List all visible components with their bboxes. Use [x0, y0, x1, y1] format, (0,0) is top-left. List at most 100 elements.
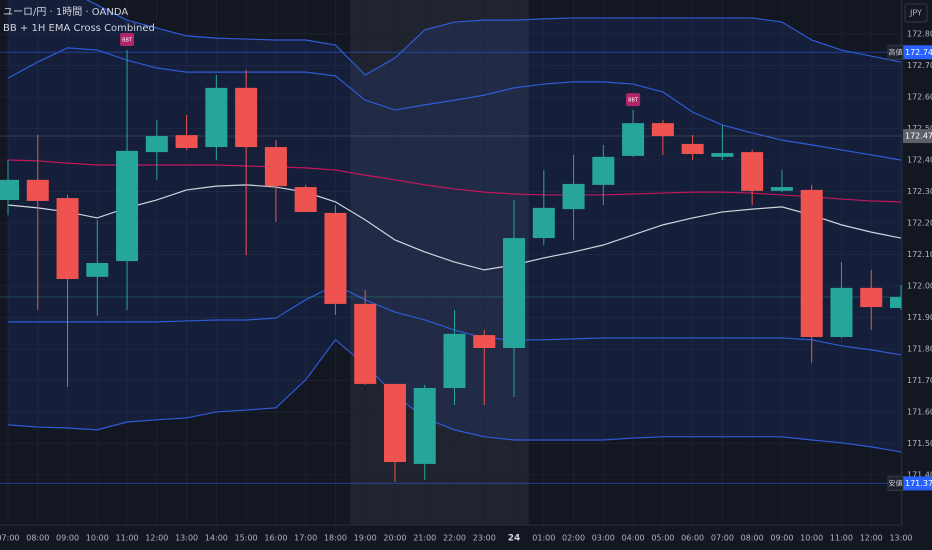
x-tick-label: 08:00: [741, 534, 764, 543]
x-tick-label: 06:00: [681, 534, 704, 543]
candle-body: [622, 123, 645, 156]
candle-body: [741, 152, 764, 191]
band-fill: [8, 0, 901, 452]
x-tick-label: 09:00: [56, 534, 79, 543]
candle-body: [175, 135, 198, 149]
y-tick-label: 172.80: [907, 30, 932, 39]
price-label: 172.476: [905, 132, 932, 141]
candle-body: [592, 156, 615, 185]
x-tick-label: 20:00: [383, 534, 406, 543]
x-tick-label: 11:00: [116, 534, 139, 543]
indicator-line: [7, 184, 902, 271]
candle-body: [294, 187, 317, 212]
x-tick-label: 12:00: [145, 534, 168, 543]
x-tick-label: 23:00: [473, 534, 496, 543]
x-tick-label: 21:00: [413, 534, 436, 543]
currency[interactable]: JPY: [909, 9, 922, 18]
candle-body: [800, 189, 823, 337]
candle-body: [503, 238, 526, 349]
price-tag-box: [887, 44, 904, 60]
y-tick-label: 172.70: [907, 61, 932, 70]
y-tick-label: 172.50: [907, 124, 932, 133]
x-tick-label: 17:00: [294, 534, 317, 543]
candle-body: [532, 207, 555, 239]
signal-marker: [626, 93, 641, 107]
candle-body: [264, 147, 287, 187]
x-tick-label: 11:00: [830, 534, 853, 543]
x-tick-label: 07:00: [0, 534, 20, 543]
candle-body: [145, 136, 168, 153]
y-tick-label: 172.60: [907, 93, 932, 102]
x-tick-label: 14:00: [205, 534, 228, 543]
signal-label: BBT: [628, 98, 639, 104]
x-tick-label: 13:00: [889, 534, 912, 543]
session-shade: [350, 0, 529, 525]
candle-body: [830, 287, 853, 337]
candle-body: [324, 212, 347, 304]
x-tick-label: 03:00: [592, 534, 615, 543]
candle-body: [235, 87, 258, 148]
y-tick-label: 171.60: [907, 407, 932, 416]
time-axis: [0, 525, 932, 550]
candle-body: [0, 179, 19, 200]
price-tag: 安値: [889, 478, 903, 487]
x-tick-label: 15:00: [235, 534, 258, 543]
x-tick-label: 24: [508, 534, 521, 544]
indicator-line: [7, 47, 902, 161]
candle-body: [770, 187, 793, 191]
y-tick-label: 171.90: [907, 313, 932, 322]
x-tick-label: 10:00: [800, 534, 823, 543]
x-tick-label: 10:00: [86, 534, 109, 543]
axes: 172.80 172.70 172.60 172.50 172.40 172.30 172.…: [0, 30, 932, 544]
price-axis: [902, 0, 932, 550]
candle-body: [711, 153, 734, 157]
candle-body: [562, 183, 585, 210]
candle-body: [681, 143, 704, 155]
price-label-box: [903, 476, 932, 491]
candle-body: [205, 87, 228, 148]
candle-body: [56, 198, 79, 280]
x-tick-label: 07:00: [711, 534, 734, 543]
y-tick-label: 172.20: [907, 218, 932, 227]
price-label: 172.742: [905, 48, 932, 57]
x-tick-label: 04:00: [622, 534, 645, 543]
x-tick-label: 01:00: [532, 534, 555, 543]
price-tag: 高値: [889, 47, 903, 56]
candle-body: [860, 287, 883, 308]
price-label-box: [903, 129, 932, 144]
symbol-title: ユーロ/円 · 1時間 · OANDA: [3, 6, 128, 18]
x-tick-label: 22:00: [443, 534, 466, 543]
currency-box[interactable]: [904, 3, 928, 23]
y-tick-label: 172.00: [907, 281, 932, 290]
candle-body: [651, 123, 674, 137]
y-tick-label: 171.40: [907, 470, 932, 479]
y-tick-label: 171.80: [907, 344, 932, 353]
signal-label: BBT: [122, 37, 133, 43]
x-tick-label: 18:00: [324, 534, 347, 543]
candle-body: [354, 303, 377, 384]
candle-body: [413, 388, 436, 464]
candle-body: [26, 179, 49, 201]
candle-body: [116, 150, 139, 262]
candle-body: [86, 262, 109, 277]
price-tag-box: [887, 475, 904, 491]
price-label: 171.373: [905, 479, 932, 488]
y-tick-label: 171.50: [907, 439, 932, 448]
indicator-line: [7, 338, 902, 453]
signal-marker: [120, 32, 135, 46]
y-tick-label: 172.10: [907, 250, 932, 259]
candle-body: [890, 296, 902, 309]
candle-body: [383, 383, 406, 463]
plot-area: BBT BBT: [0, 0, 902, 525]
y-tick-label: 171.70: [907, 376, 932, 385]
indicator-line: [86, 0, 902, 76]
x-tick-label: 19:00: [354, 534, 377, 543]
candle-body: [473, 335, 496, 349]
candle-body: [443, 333, 466, 389]
x-tick-label: 12:00: [860, 534, 883, 543]
x-tick-label: 02:00: [562, 534, 585, 543]
x-tick-label: 08:00: [26, 534, 49, 543]
